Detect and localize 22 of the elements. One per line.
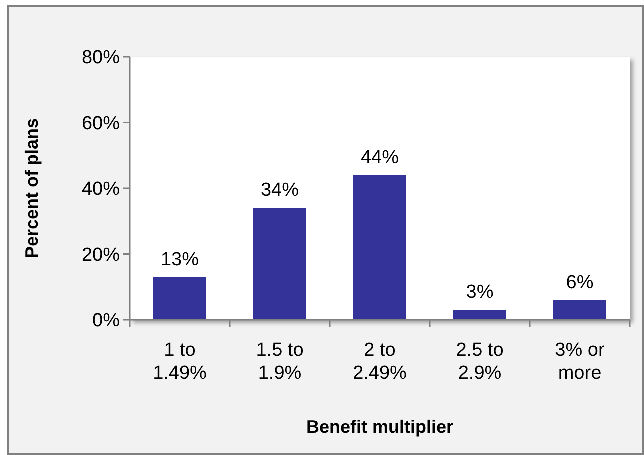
bar	[354, 175, 406, 320]
data-label: 34%	[260, 180, 300, 202]
x-tick-label: 3% or more	[555, 340, 606, 384]
bar	[254, 208, 306, 320]
x-tick-label: 1 to 1.49%	[153, 340, 208, 384]
y-tick-label: 60%	[82, 113, 120, 134]
y-tick-label: 40%	[82, 179, 120, 200]
y-axis-title: Percent of plans	[22, 118, 42, 259]
data-label: 6%	[566, 272, 594, 294]
y-tick-label: 0%	[92, 310, 120, 332]
y-tick-label: 80%	[82, 48, 120, 69]
bar	[454, 310, 506, 320]
bar	[154, 277, 206, 320]
bar	[554, 300, 606, 320]
x-tick-label: 2 to 2.49%	[353, 340, 408, 384]
x-axis-title: Benefit multiplier	[306, 417, 454, 437]
y-tick-label: 20%	[82, 244, 120, 266]
data-label: 3%	[466, 282, 494, 304]
x-tick-label: 1.5 to 1.9%	[256, 340, 304, 384]
data-label: 44%	[360, 147, 400, 168]
data-label: 13%	[160, 249, 200, 270]
x-tick-label: 2.5 to 2.9%	[456, 340, 504, 384]
